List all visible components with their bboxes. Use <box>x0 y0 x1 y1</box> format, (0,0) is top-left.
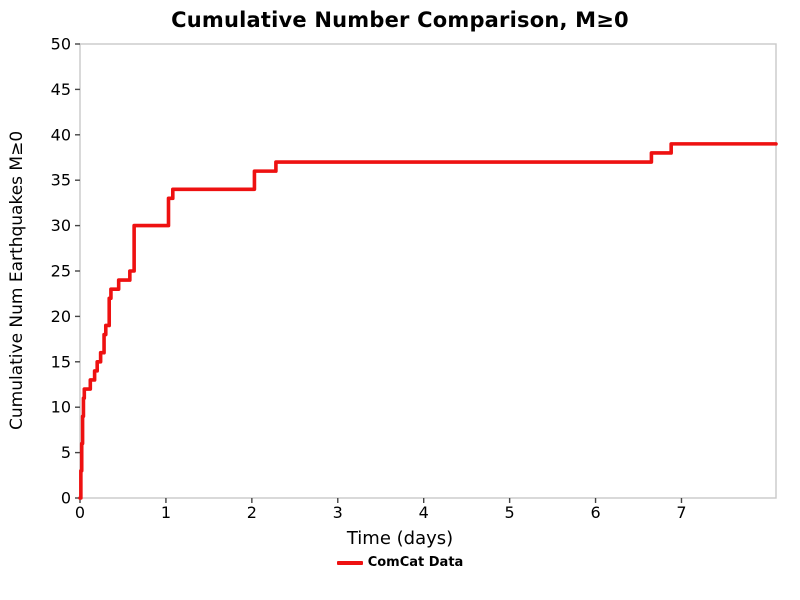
legend-line-swatch <box>336 560 363 565</box>
y-tick-label: 0 <box>61 489 71 508</box>
axes-frame <box>79 43 777 499</box>
x-tick-label: 4 <box>419 503 429 522</box>
x-axis-label: Time (days) <box>346 528 454 549</box>
y-tick-label: 20 <box>51 307 71 326</box>
y-tick-label: 30 <box>51 216 71 235</box>
x-tick-label: 5 <box>505 503 515 522</box>
x-tick-label: 6 <box>590 503 600 522</box>
y-tick-label: 35 <box>51 171 71 190</box>
y-tick-label: 40 <box>51 125 71 144</box>
y-tick-label: 50 <box>51 35 71 54</box>
legend: ComCat Data <box>336 555 464 570</box>
y-tick-label: 10 <box>51 398 71 417</box>
x-tick-label: 1 <box>161 503 171 522</box>
x-tick-label: 0 <box>75 503 85 522</box>
y-axis-label: Cumulative Num Earthquakes M≥0 <box>7 130 27 430</box>
y-tick-label: 45 <box>51 80 71 99</box>
y-tick-label: 5 <box>61 443 71 462</box>
series-line-comcat-data <box>78 142 778 500</box>
x-tick-label: 3 <box>333 503 343 522</box>
x-tick-label: 2 <box>247 503 257 522</box>
chart-title: Cumulative Number Comparison, M≥0 <box>171 8 629 32</box>
x-tick-label: 7 <box>676 503 686 522</box>
y-tick-label: 15 <box>51 352 71 371</box>
legend-label: ComCat Data <box>367 555 464 570</box>
y-tick-label: 25 <box>51 262 71 281</box>
